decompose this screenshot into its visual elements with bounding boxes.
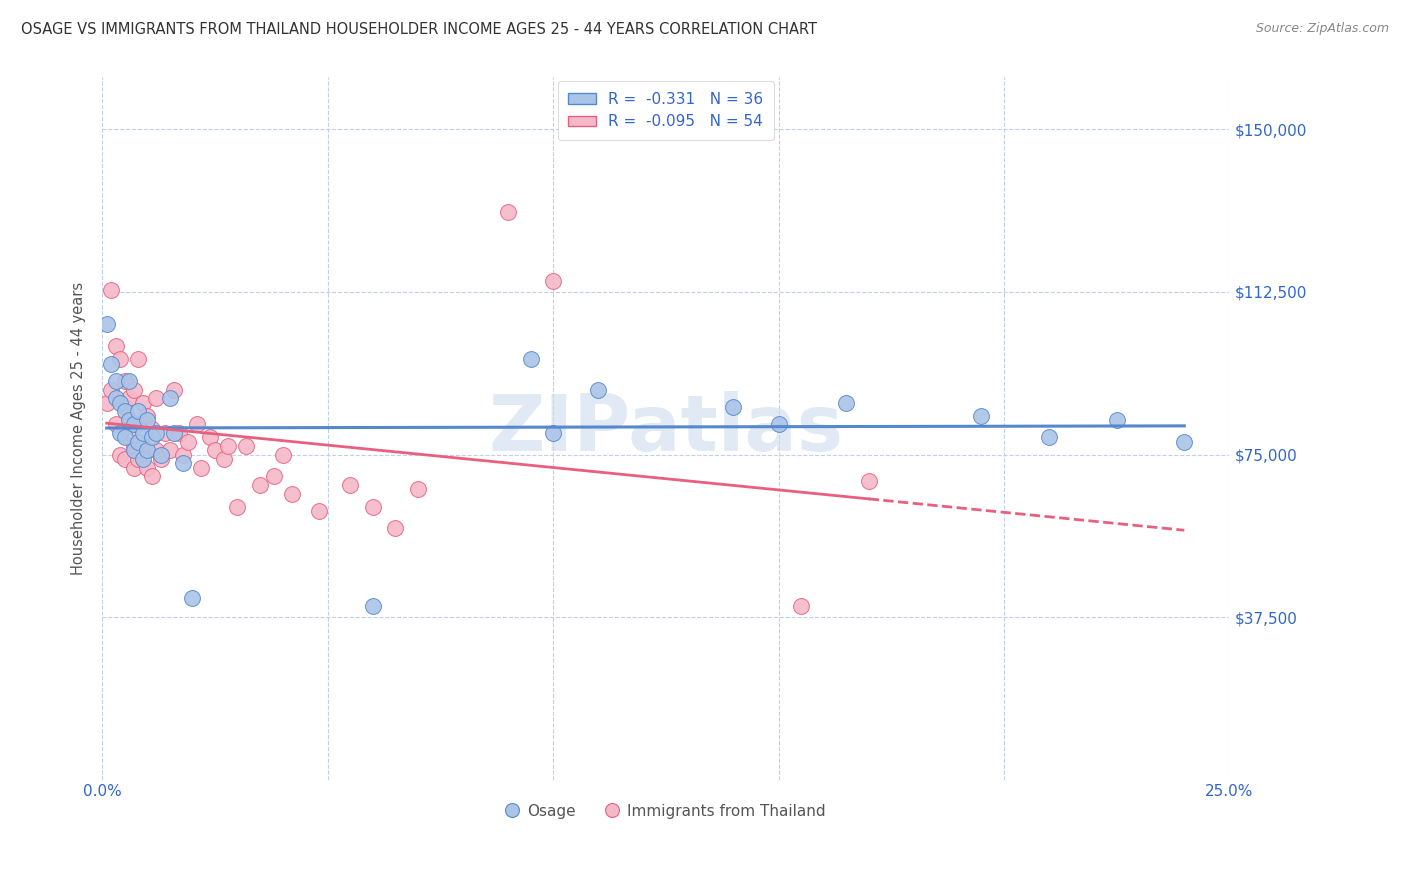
Point <box>104 417 127 432</box>
Point <box>127 352 149 367</box>
Point <box>163 383 186 397</box>
Point <box>104 391 127 405</box>
Y-axis label: Householder Income Ages 25 - 44 years: Householder Income Ages 25 - 44 years <box>72 282 86 575</box>
Point <box>132 395 155 409</box>
Point <box>280 486 302 500</box>
Point <box>136 443 159 458</box>
Point <box>149 451 172 466</box>
Point <box>145 391 167 405</box>
Point <box>1038 430 1060 444</box>
Point <box>104 339 127 353</box>
Point <box>217 439 239 453</box>
Point <box>100 283 122 297</box>
Point <box>172 456 194 470</box>
Point <box>768 417 790 432</box>
Point <box>406 482 429 496</box>
Point <box>361 599 384 614</box>
Point <box>155 425 177 440</box>
Point <box>1105 413 1128 427</box>
Point <box>541 425 564 440</box>
Point <box>271 448 294 462</box>
Point <box>141 421 163 435</box>
Point <box>145 425 167 440</box>
Point <box>790 599 813 614</box>
Point <box>159 391 181 405</box>
Text: Source: ZipAtlas.com: Source: ZipAtlas.com <box>1256 22 1389 36</box>
Point <box>235 439 257 453</box>
Point <box>114 404 136 418</box>
Point <box>167 425 190 440</box>
Point <box>110 448 132 462</box>
Point <box>190 460 212 475</box>
Point <box>122 439 145 453</box>
Point <box>141 430 163 444</box>
Point <box>110 395 132 409</box>
Point <box>361 500 384 514</box>
Point <box>212 451 235 466</box>
Point <box>127 417 149 432</box>
Point <box>114 430 136 444</box>
Point <box>122 417 145 432</box>
Point <box>172 448 194 462</box>
Point <box>145 443 167 458</box>
Point <box>132 439 155 453</box>
Point <box>835 395 858 409</box>
Point <box>136 409 159 423</box>
Point <box>132 451 155 466</box>
Point <box>114 374 136 388</box>
Point <box>122 443 145 458</box>
Point <box>118 391 141 405</box>
Point <box>122 460 145 475</box>
Point <box>226 500 249 514</box>
Point <box>100 383 122 397</box>
Point <box>723 400 745 414</box>
Point <box>100 357 122 371</box>
Point <box>118 374 141 388</box>
Point <box>141 469 163 483</box>
Text: OSAGE VS IMMIGRANTS FROM THAILAND HOUSEHOLDER INCOME AGES 25 - 44 YEARS CORRELAT: OSAGE VS IMMIGRANTS FROM THAILAND HOUSEH… <box>21 22 817 37</box>
Point <box>127 404 149 418</box>
Point <box>384 521 406 535</box>
Point <box>204 443 226 458</box>
Point <box>118 430 141 444</box>
Point <box>177 434 200 449</box>
Point <box>127 451 149 466</box>
Point <box>114 400 136 414</box>
Point <box>200 430 222 444</box>
Point <box>132 425 155 440</box>
Point <box>181 591 204 605</box>
Point <box>96 318 118 332</box>
Point <box>96 395 118 409</box>
Point <box>127 434 149 449</box>
Point <box>249 478 271 492</box>
Point <box>496 204 519 219</box>
Point <box>541 274 564 288</box>
Point <box>163 425 186 440</box>
Point <box>159 443 181 458</box>
Text: ZIPatlas: ZIPatlas <box>488 391 844 467</box>
Point <box>118 413 141 427</box>
Point <box>149 448 172 462</box>
Point <box>586 383 609 397</box>
Point <box>122 383 145 397</box>
Point <box>136 460 159 475</box>
Legend: Osage, Immigrants from Thailand: Osage, Immigrants from Thailand <box>499 797 832 824</box>
Point <box>104 374 127 388</box>
Point <box>263 469 285 483</box>
Point <box>136 413 159 427</box>
Point <box>970 409 993 423</box>
Point <box>186 417 208 432</box>
Point <box>1173 434 1195 449</box>
Point <box>110 425 132 440</box>
Point <box>858 474 880 488</box>
Point <box>339 478 361 492</box>
Point <box>519 352 541 367</box>
Point <box>114 451 136 466</box>
Point <box>110 352 132 367</box>
Point <box>308 504 330 518</box>
